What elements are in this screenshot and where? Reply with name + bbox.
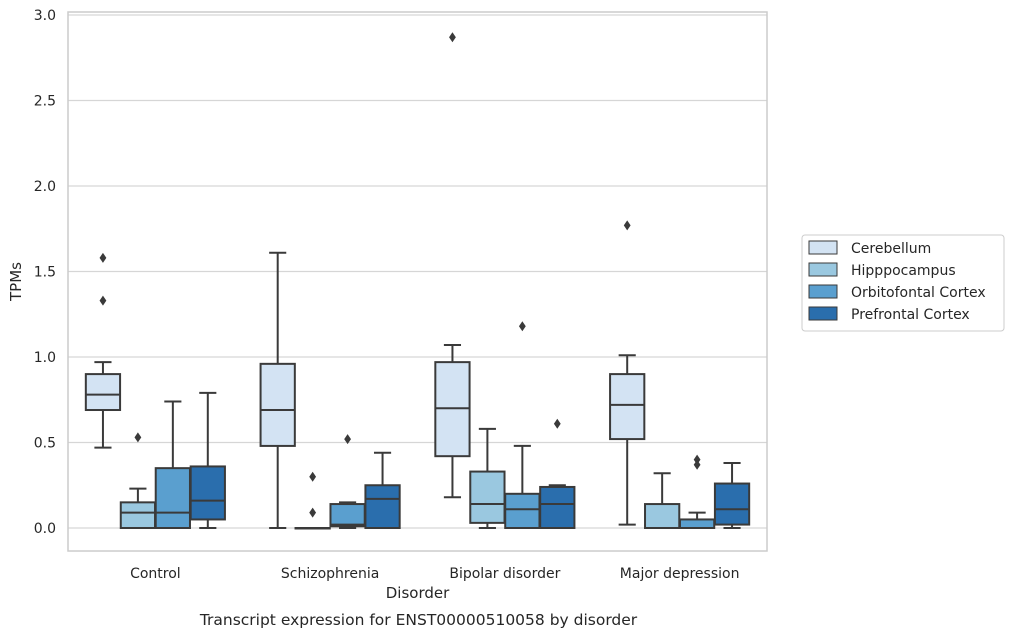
box-2-0 — [154, 400, 191, 529]
outlier-point — [693, 454, 701, 465]
x-tick-labels: Control Schizophrenia Bipolar disorder Majo… — [130, 566, 739, 582]
box-body — [364, 484, 401, 529]
box-2-3 — [678, 454, 716, 530]
legend-label: Hipppocampus — [851, 263, 956, 279]
plot-frame — [67, 11, 768, 552]
outlier-point — [518, 321, 526, 332]
box-1-2 — [469, 427, 506, 529]
box-3-2 — [539, 418, 576, 529]
legend-label: Orbitofontal Cortex — [851, 285, 986, 301]
grid-lines — [68, 14, 767, 529]
outlier-point — [623, 220, 631, 231]
outlier-point — [134, 432, 142, 443]
box-body — [84, 373, 122, 412]
box-2-1 — [329, 434, 366, 529]
legend-label: Cerebellum — [851, 241, 931, 257]
x-tick-label: Bipolar disorder — [449, 566, 560, 582]
box-0-1 — [259, 251, 296, 529]
x-tick-label: Major depression — [620, 566, 740, 582]
box-1-1 — [294, 471, 331, 530]
y-tick-label: 0.5 — [34, 436, 56, 452]
y-tick-label: 0.0 — [34, 521, 56, 537]
box-body — [504, 492, 541, 529]
chart-caption: Transcript expression for ENST0000051005… — [199, 611, 638, 629]
box-groups — [84, 32, 751, 530]
outlier-point — [309, 471, 317, 482]
legend-item: Cerebellum — [808, 240, 931, 257]
y-tick-labels: 0.0 0.5 1.0 1.5 2.0 2.5 3.0 — [34, 8, 56, 537]
legend-item: Orbitofontal Cortex — [808, 284, 986, 301]
box-3-1 — [364, 451, 401, 529]
outlier-point — [553, 418, 561, 429]
box-3-3 — [713, 462, 751, 529]
box-2-2 — [504, 321, 541, 529]
legend-swatch — [808, 262, 838, 277]
box-3-0 — [189, 391, 226, 529]
box-body — [154, 467, 191, 529]
legend-item: Prefrontal Cortex — [808, 306, 970, 323]
box-1-0 — [119, 432, 157, 530]
box-body — [469, 470, 506, 524]
y-axis-title: TPMs — [7, 262, 25, 302]
y-tick-label: 1.0 — [34, 350, 56, 366]
y-tick-label: 2.0 — [34, 179, 56, 195]
outlier-point — [309, 507, 317, 518]
outlier-point — [344, 434, 351, 445]
legend-swatch — [808, 284, 838, 299]
outlier-point — [99, 295, 107, 306]
legend-swatch — [808, 240, 838, 255]
legend: Cerebellum Hipppocampus Orbitofontal Corte… — [801, 234, 1005, 332]
box-0-2 — [434, 32, 471, 499]
outlier-point — [99, 252, 107, 263]
box-0-0 — [84, 252, 122, 449]
box-body — [539, 485, 576, 529]
legend-label: Prefrontal Cortex — [851, 307, 970, 323]
box-body — [259, 362, 296, 447]
box-body — [644, 503, 681, 529]
box-body — [329, 503, 366, 528]
legend-swatch — [808, 306, 838, 321]
x-tick-label: Schizophrenia — [281, 566, 379, 582]
box-body — [119, 501, 157, 530]
box-1-3 — [644, 472, 681, 529]
legend-item: Hipppocampus — [808, 262, 956, 279]
x-tick-label: Control — [130, 566, 181, 582]
box-body — [609, 373, 646, 441]
y-tick-label: 2.5 — [34, 94, 56, 110]
x-axis-title: Disorder — [386, 584, 450, 602]
box-body — [713, 482, 751, 526]
legend-frame — [801, 234, 1005, 332]
y-tick-label: 1.5 — [34, 265, 56, 281]
box-0-3 — [609, 220, 646, 526]
outlier-point — [449, 32, 456, 43]
y-tick-label: 3.0 — [34, 8, 56, 24]
outlier-point — [693, 459, 701, 470]
box-body — [189, 465, 226, 521]
box-body — [678, 518, 716, 530]
